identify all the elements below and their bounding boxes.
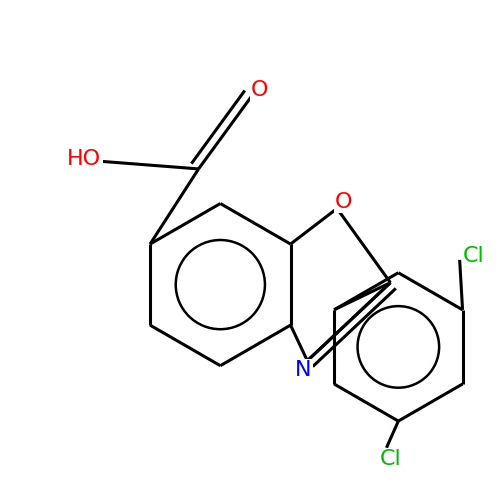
Text: O: O xyxy=(250,80,268,100)
Text: O: O xyxy=(334,192,352,212)
Text: Cl: Cl xyxy=(462,246,484,266)
Text: Cl: Cl xyxy=(380,448,402,468)
Text: N: N xyxy=(295,360,312,380)
Text: HO: HO xyxy=(68,148,102,169)
